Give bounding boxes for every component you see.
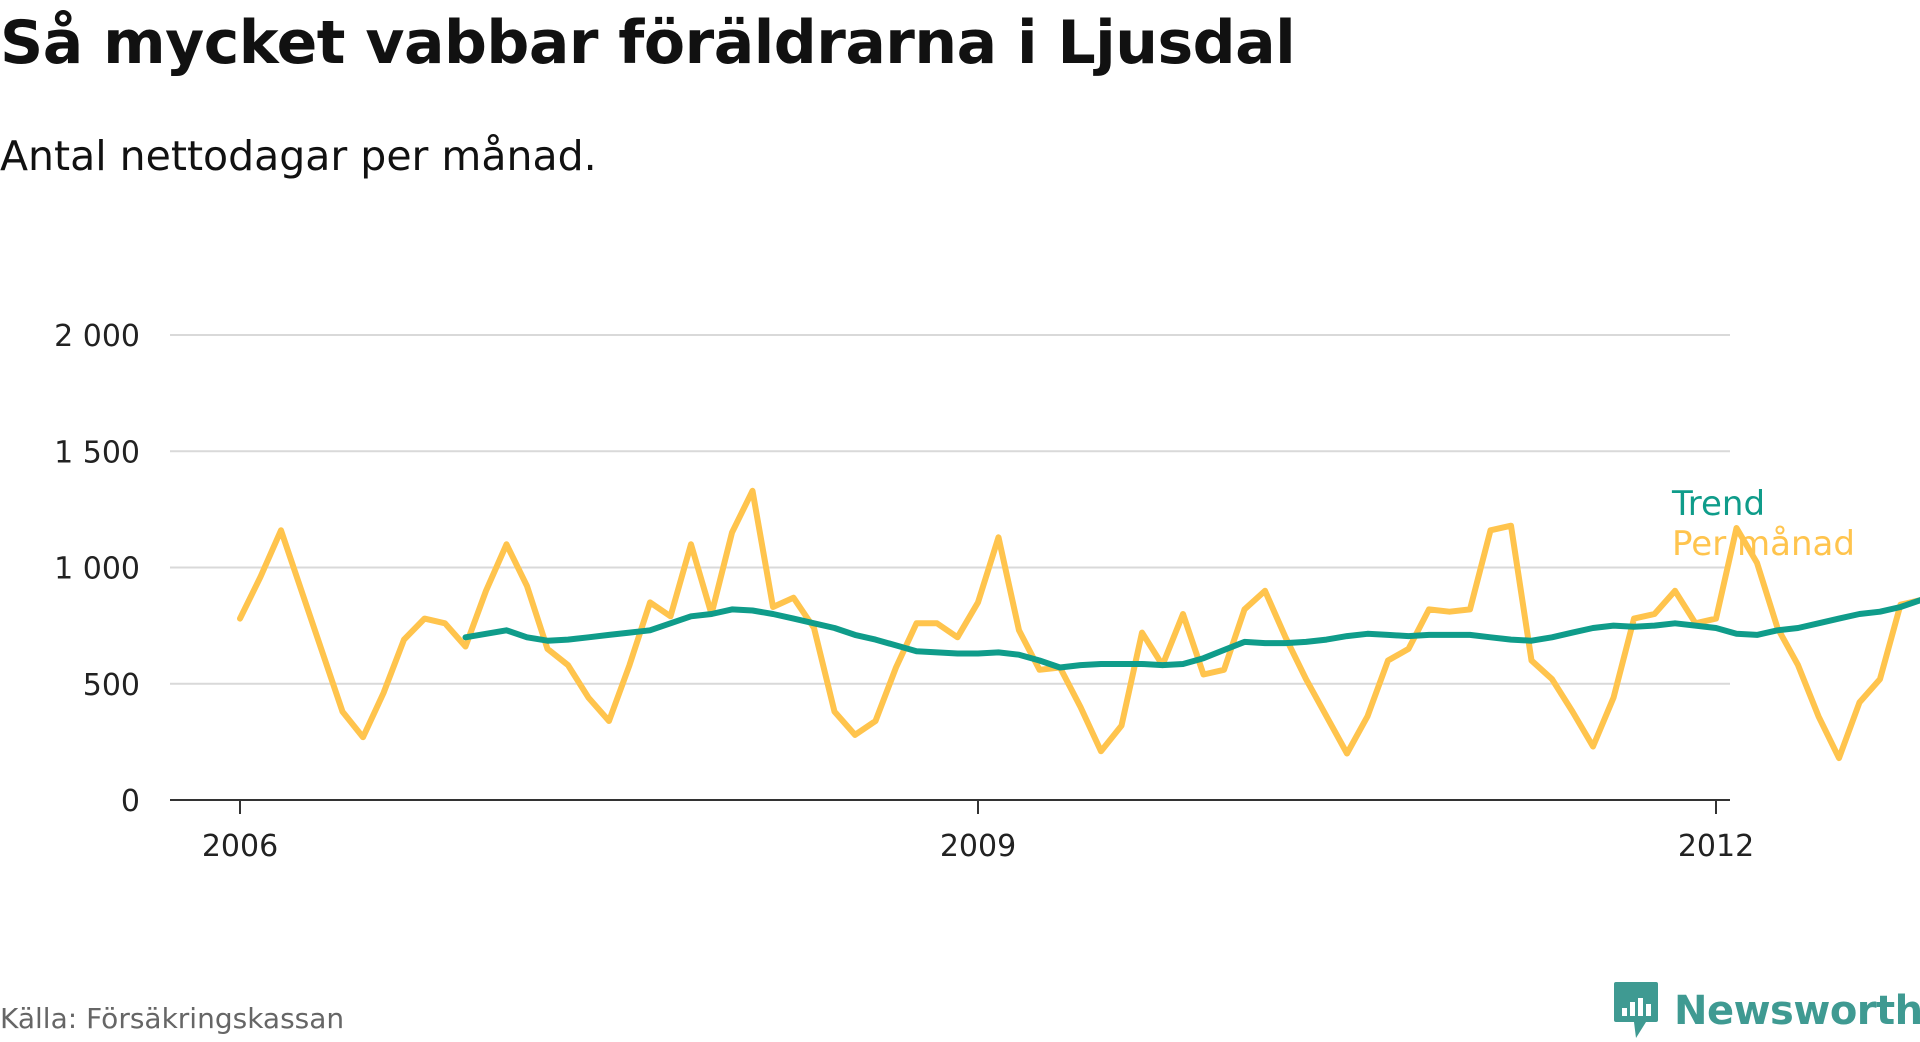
- series-lines: [240, 316, 1920, 758]
- x-axis-ticks: 2006200920122015201820212023: [170, 800, 1920, 864]
- source-note: Källa: Försäkringskassan: [0, 1002, 344, 1035]
- x-tick-label: 2006: [202, 829, 278, 864]
- per-month-label: Per månad: [1672, 524, 1855, 564]
- y-tick-label: 0: [121, 784, 140, 819]
- newsworthy-logo[interactable]: Newsworthy: [1612, 980, 1920, 1042]
- y-tick-label: 1 500: [54, 435, 140, 470]
- y-tick-label: 2 000: [54, 319, 140, 354]
- newsworthy-logo-icon: [1612, 980, 1660, 1042]
- per-month-line: [240, 316, 1920, 758]
- x-tick-label: 2009: [940, 829, 1016, 864]
- x-tick-label: 2012: [1678, 829, 1754, 864]
- y-tick-label: 1 000: [54, 552, 140, 587]
- y-axis-ticks: 0 500 1 000 1 500 2 000: [54, 319, 140, 819]
- y-tick-label: 500: [83, 668, 140, 703]
- trend-label: Trend: [1671, 484, 1765, 524]
- brand-name: Newsworthy: [1674, 988, 1920, 1034]
